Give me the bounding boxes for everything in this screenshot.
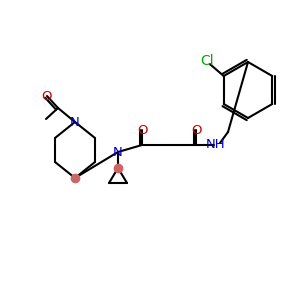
Text: O: O	[42, 89, 52, 103]
Text: N: N	[113, 146, 123, 158]
Text: Cl: Cl	[200, 54, 214, 68]
Text: NH: NH	[206, 139, 226, 152]
Text: O: O	[191, 124, 201, 136]
Text: O: O	[137, 124, 147, 136]
Text: N: N	[70, 116, 80, 128]
